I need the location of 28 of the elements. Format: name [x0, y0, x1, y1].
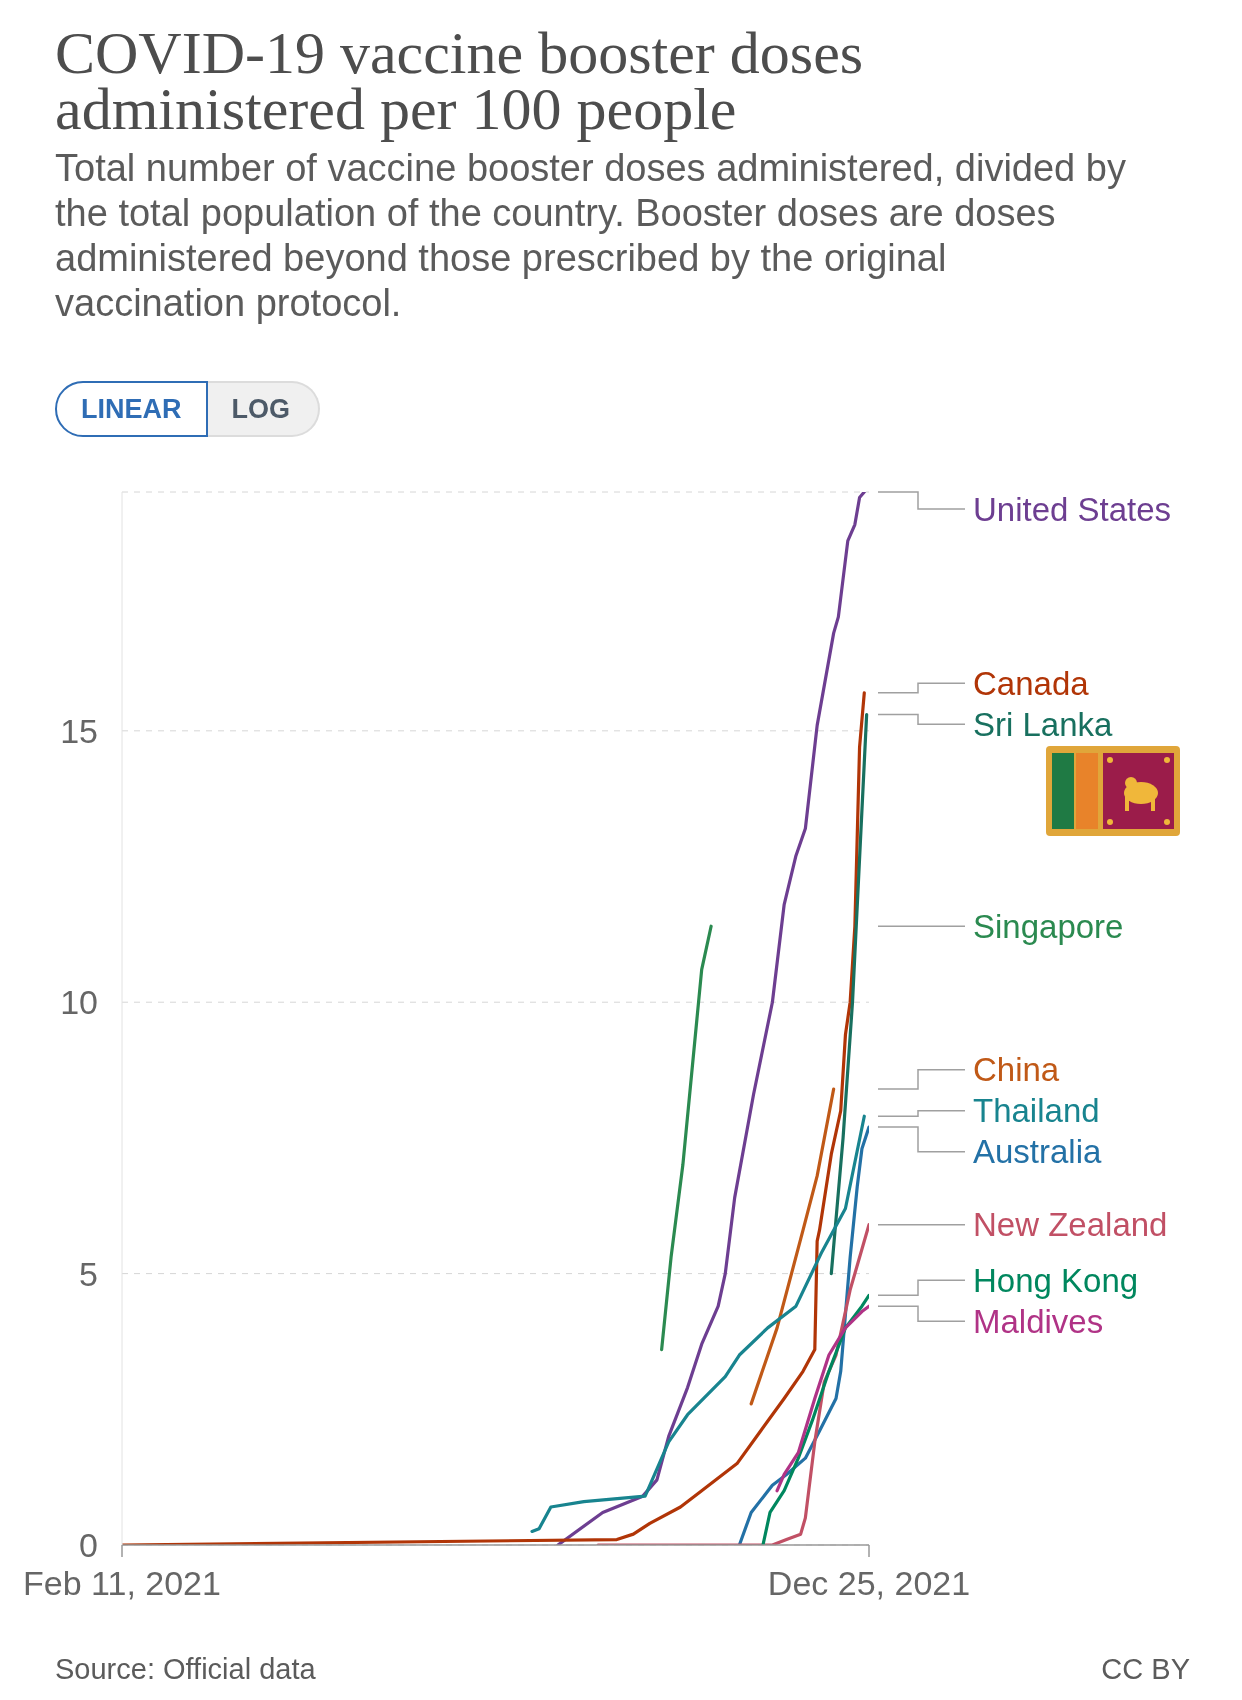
text: Thailand — [973, 1092, 1100, 1130]
chart-title: COVID-19 vaccine booster doses administered per 100 people — [55, 20, 865, 142]
line-series — [122, 691, 866, 1545]
x-tick-label: Dec 25, 2021 — [767, 1564, 971, 1603]
text: Sri Lanka — [973, 705, 1114, 743]
text: Australia — [973, 1133, 1103, 1171]
text: Maldives — [973, 1302, 1104, 1340]
x-tick-label: Feb 11, 2021 — [23, 1564, 221, 1603]
text: CC BY — [1101, 1653, 1190, 1686]
y-tick-label: 15 — [60, 711, 98, 750]
chart-subtitle: Total number of vaccine booster doses administered, divided by the total population of the country. Booster doses are doses administered beyond those prescribed by the original vaccination protocol. — [55, 146, 1127, 326]
text: Singapore — [973, 907, 1124, 945]
line-series — [530, 1114, 866, 1534]
text: China — [973, 1051, 1060, 1089]
line-series — [761, 1293, 869, 1545]
line-series — [556, 492, 866, 1545]
line-series — [660, 924, 713, 1352]
text: New Zealand — [973, 1206, 1168, 1244]
text: Hong Kong — [973, 1261, 1139, 1299]
y-tick-label: 5 — [79, 1254, 98, 1293]
line-series — [829, 712, 869, 1276]
line-series — [749, 1087, 836, 1406]
y-tick-label: 10 — [60, 983, 98, 1022]
text: Canada — [973, 664, 1090, 702]
y-tick-label: 0 — [79, 1526, 98, 1565]
source-note: Source: Official data — [55, 1653, 316, 1686]
line-series — [775, 1304, 869, 1493]
text: United States — [973, 490, 1172, 528]
